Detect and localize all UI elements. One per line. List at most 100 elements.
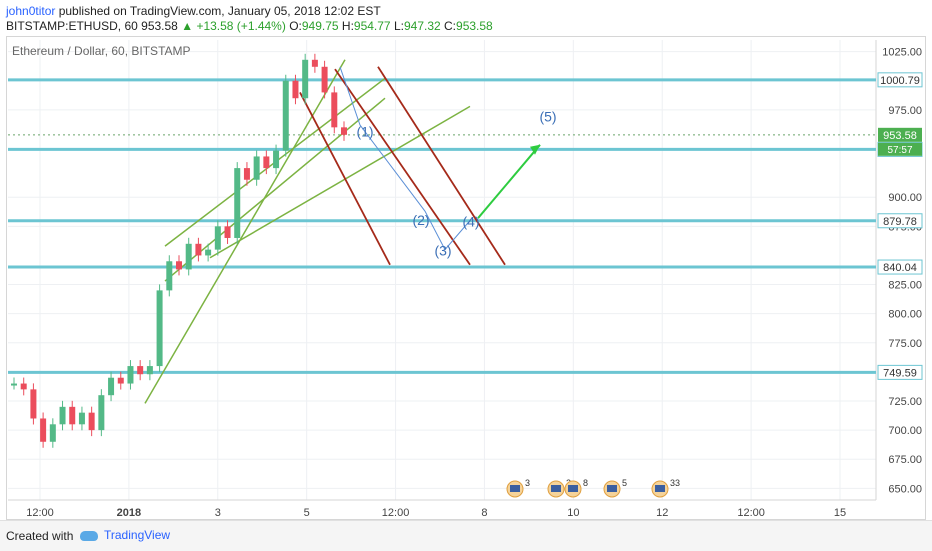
price-tick-label: 650.00	[888, 483, 922, 495]
candle-body	[78, 412, 85, 425]
arrow-head-icon	[530, 144, 540, 155]
price-axis: 1025.00975.00900.00875.00825.00800.00775…	[877, 47, 923, 495]
candle-body	[69, 406, 76, 425]
price-series	[11, 53, 347, 448]
price-change: +13.58 (+1.44%)	[196, 19, 286, 33]
candle-body	[30, 389, 37, 419]
candle-body	[263, 156, 270, 169]
time-tick-label: 15	[834, 507, 846, 519]
candle-body	[292, 80, 299, 99]
candle-body	[137, 366, 144, 375]
time-tick-label: 10	[567, 507, 579, 519]
channel-line[interactable]	[164, 97, 386, 282]
candle-body	[243, 168, 250, 180]
resistance-line[interactable]	[299, 91, 391, 266]
candle-body	[59, 406, 66, 425]
current-price-tag	[878, 127, 922, 142]
flag-icon	[510, 485, 520, 492]
candle-body	[195, 243, 202, 256]
candle-body	[185, 243, 192, 270]
time-tick-label: 8	[481, 507, 487, 519]
candle-body	[88, 412, 95, 431]
candle-body	[331, 92, 338, 128]
event-markers: 328533	[506, 478, 680, 498]
level-tag	[877, 213, 923, 229]
wave-label: (2)	[412, 212, 429, 228]
candle-body	[20, 383, 27, 390]
tradingview-brand-link[interactable]: TradingView	[80, 528, 170, 542]
time-tick-label: 3	[215, 507, 221, 519]
price-tick-label: 800.00	[888, 309, 922, 321]
publish-line: john0titor published on TradingView.com,…	[6, 4, 381, 18]
candle-body	[234, 168, 241, 238]
time-tick-label: 2018	[117, 507, 141, 519]
level-tag	[877, 72, 923, 88]
time-tick-label: 12:00	[382, 507, 410, 519]
wave-label: (5)	[539, 109, 556, 125]
wave-path[interactable]	[339, 66, 471, 251]
price-tick-label: 700.00	[888, 425, 922, 437]
candle-body	[341, 127, 347, 135]
level-label: 879.78	[883, 216, 917, 228]
event-count-label: 33	[670, 478, 680, 488]
low-value: 947.32	[403, 19, 441, 33]
trend-channels	[144, 59, 506, 404]
price-tick-label: 825.00	[888, 280, 922, 292]
current-price-label: 953.58	[883, 130, 917, 142]
projection-arrow-icon[interactable]	[477, 144, 541, 219]
last-price: 953.58	[141, 19, 178, 33]
flag-icon	[551, 485, 561, 492]
price-tick-label: 775.00	[888, 338, 922, 350]
high-value: 954.77	[353, 19, 391, 33]
elliott-wave-path: (1) (2) (3) (4) (5)	[339, 66, 557, 258]
footer-bar: Created with TradingView	[0, 520, 932, 551]
wave-label: (4)	[462, 213, 479, 229]
flag-icon	[568, 485, 578, 492]
time-tick-label: 5	[304, 507, 310, 519]
candle-body	[214, 226, 221, 250]
candle-body	[253, 156, 260, 180]
time-axis: 12:00 2018 3 5 12:00 8 10 12 12:00 15	[26, 507, 846, 519]
event-count-label: 3	[525, 478, 530, 488]
flag-icon	[655, 485, 665, 492]
level-label: 840.04	[883, 262, 917, 274]
candle-body	[273, 150, 280, 169]
level-label: 1000.79	[880, 75, 920, 87]
candle-body	[98, 395, 105, 431]
published-text: published on TradingView.com, January 05…	[55, 4, 381, 18]
chart-title: Ethereum / Dollar, 60, BITSTAMP	[12, 44, 191, 58]
high-label: H:	[341, 19, 354, 33]
level-tag	[877, 259, 923, 275]
time-tick-label: 12:00	[737, 507, 765, 519]
wave-label: (1)	[356, 124, 373, 140]
candle-body	[176, 261, 182, 270]
candle-body	[282, 80, 289, 151]
author-link[interactable]: john0titor	[6, 4, 56, 18]
candle-body	[321, 66, 328, 93]
change-up-icon: ▲	[181, 19, 194, 33]
resistance-line[interactable]	[377, 66, 506, 266]
tradingview-brand-label: TradingView	[104, 528, 171, 542]
level-tag	[877, 364, 923, 380]
price-tick-label: 975.00	[888, 105, 922, 117]
candle-body	[311, 59, 318, 67]
channel-line[interactable]	[144, 59, 346, 404]
candle-body	[146, 366, 153, 375]
candle-body	[49, 424, 56, 442]
open-label: O:	[289, 19, 302, 33]
chart-header: john0titor published on TradingView.com,…	[0, 0, 932, 36]
time-tick-label: 12	[656, 507, 668, 519]
chart-frame[interactable]	[6, 36, 926, 520]
event-count-label: 5	[622, 478, 627, 488]
open-value: 949.75	[301, 19, 339, 33]
channel-line[interactable]	[209, 105, 471, 259]
event-count-label: 8	[583, 478, 588, 488]
created-with-label: Created with	[6, 529, 74, 543]
resistance-line[interactable]	[334, 68, 471, 266]
price-tick-label: 900.00	[888, 192, 922, 204]
ohlc-line: BITSTAMP:ETHUSD, 60 953.58 ▲ +13.58 (+1.…	[6, 19, 493, 33]
flag-icon	[607, 485, 617, 492]
level-label: 749.59	[883, 367, 917, 379]
candle-body	[156, 290, 163, 367]
